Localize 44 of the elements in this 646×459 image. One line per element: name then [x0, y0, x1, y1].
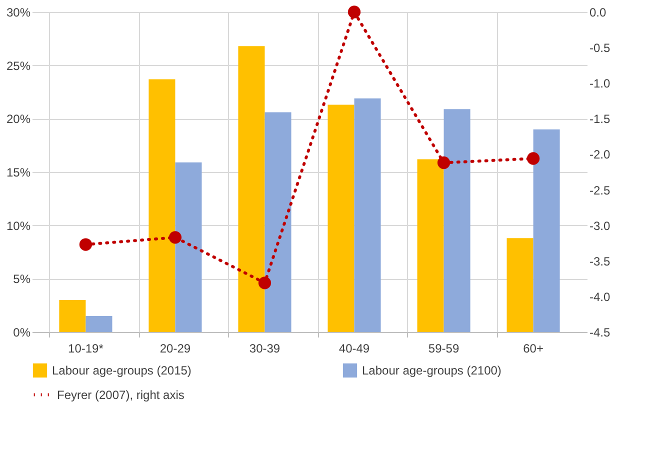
- y-tick-label: 15%: [6, 166, 31, 180]
- bar: [148, 79, 176, 332]
- bar: [506, 238, 534, 332]
- y2-tick-label: 0.0: [590, 6, 607, 20]
- y2-tick-label: -2.0: [590, 148, 611, 162]
- y2-tick-label: -4.0: [590, 290, 611, 304]
- legend-label: Feyrer (2007), right axis: [57, 388, 184, 402]
- bar: [264, 112, 292, 332]
- y2-tick-label: -1.5: [590, 112, 611, 126]
- y-tick-label: 20%: [6, 112, 31, 126]
- point: [437, 156, 450, 170]
- point: [168, 231, 182, 244]
- y2-tick-label: -4.5: [590, 326, 611, 340]
- bar: [533, 129, 560, 332]
- point: [526, 152, 540, 165]
- x-tick-label: 20-29: [160, 342, 191, 356]
- x-tick-label: 40-49: [338, 342, 370, 356]
- legend-label: Labour age-groups (2100): [362, 363, 502, 378]
- bar: [86, 316, 112, 332]
- y-tick-label: 5%: [13, 272, 31, 286]
- legend-label: Labour age-groups (2015): [52, 363, 192, 378]
- y2-tick-label: -1.0: [590, 76, 611, 91]
- y2-tick-label: -3.5: [590, 254, 611, 268]
- x-tick-label: 60+: [523, 342, 544, 356]
- point: [348, 6, 361, 18]
- bar: [354, 98, 381, 332]
- point: [258, 276, 272, 290]
- y2-tick-label: -3.0: [590, 218, 611, 233]
- y-tick-label: 30%: [6, 6, 31, 20]
- point: [79, 238, 92, 251]
- y2-tick-label: -0.5: [590, 41, 611, 56]
- x-tick-label: 10-19*: [68, 342, 104, 356]
- y-tick-label: 25%: [6, 58, 31, 73]
- bar: [59, 300, 86, 332]
- bar: [328, 104, 354, 332]
- bar: [444, 109, 470, 332]
- y-tick-label: 0%: [13, 326, 31, 340]
- y2-tick-label: -2.5: [590, 183, 611, 198]
- bar: [238, 46, 265, 332]
- x-tick-label: 30-39: [249, 342, 280, 356]
- x-tick-label: 59-59: [428, 342, 460, 356]
- bar: [417, 159, 444, 332]
- y-tick-label: 10%: [6, 218, 31, 233]
- bar: [175, 162, 202, 332]
